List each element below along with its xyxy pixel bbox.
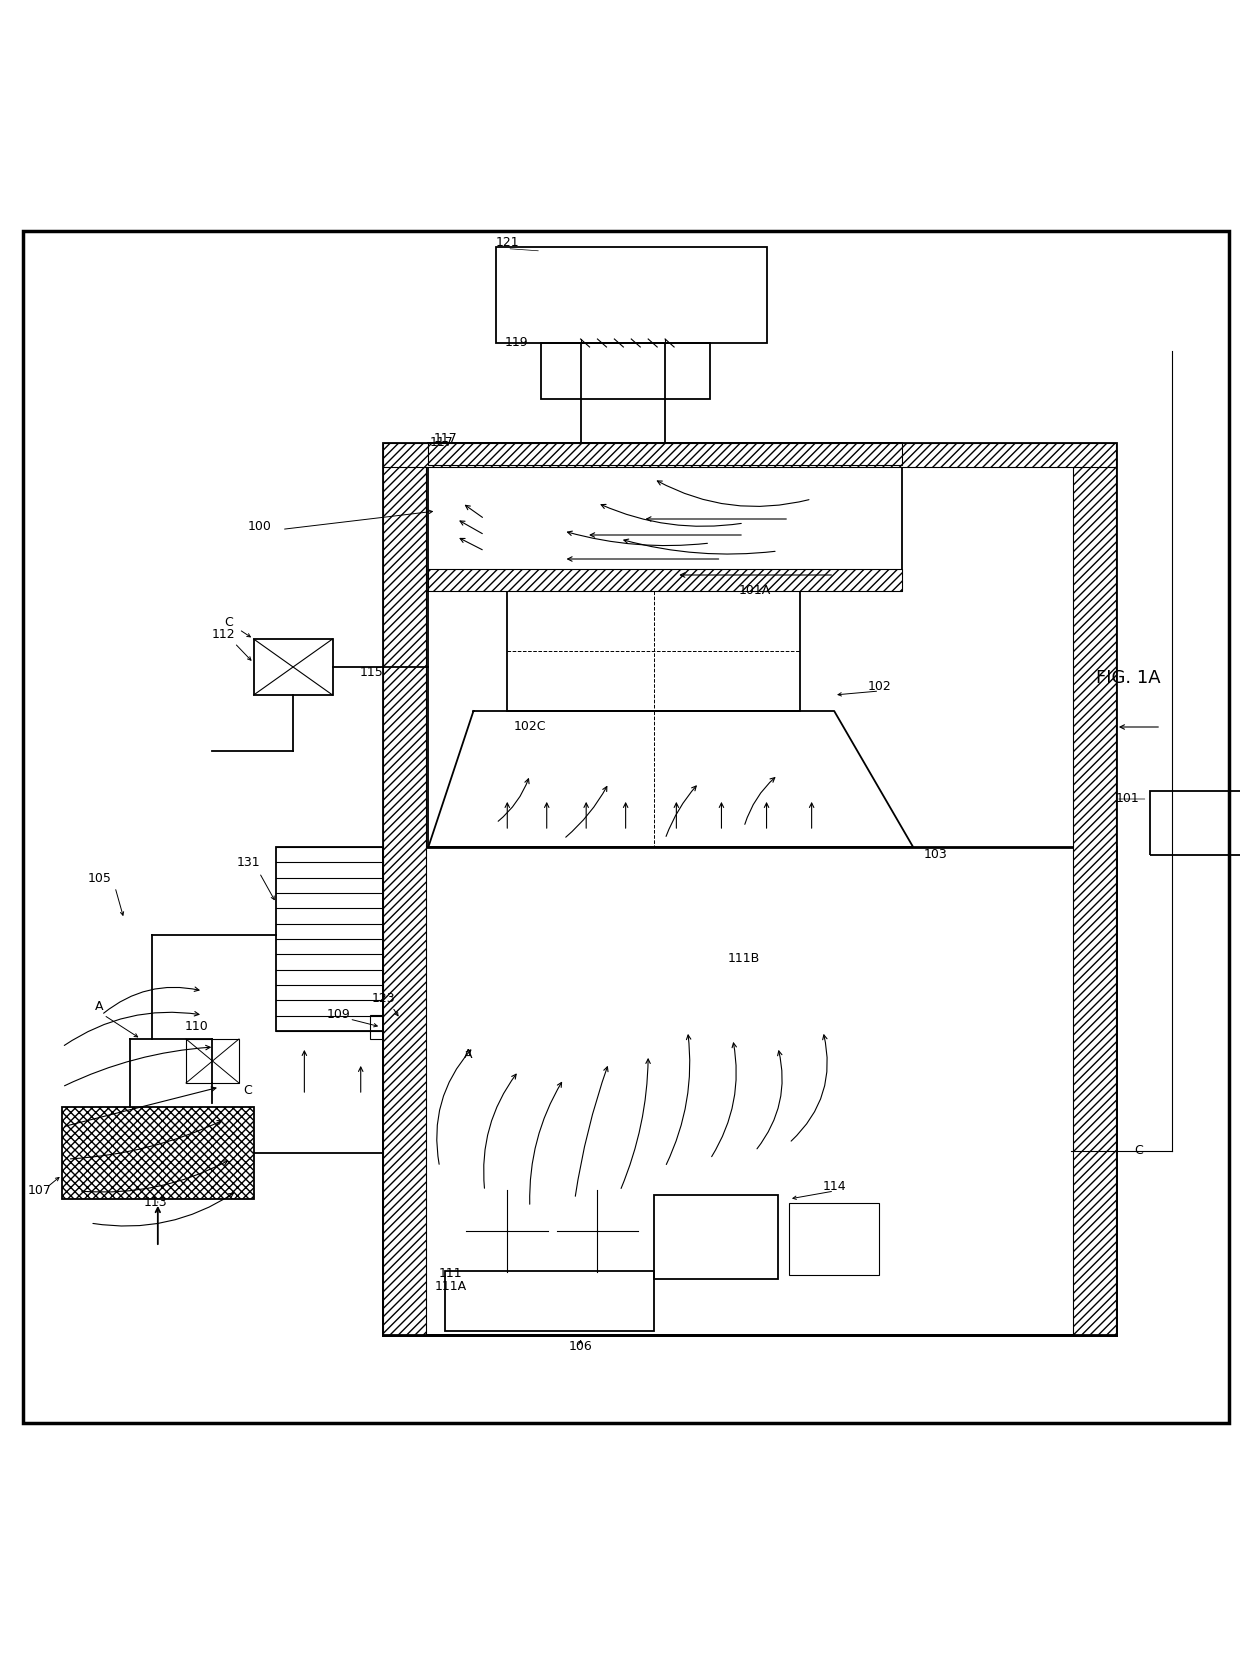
Text: 119: 119 [505, 336, 528, 349]
Bar [254, 638, 332, 695]
Text: 109: 109 [326, 1009, 350, 1022]
Text: 107: 107 [27, 1184, 51, 1197]
Bar [383, 443, 1116, 466]
Bar [541, 342, 711, 399]
Bar [383, 847, 1116, 1335]
Text: A: A [464, 1049, 472, 1062]
Text: C: C [224, 617, 233, 630]
Bar [277, 847, 383, 1030]
Text: 121: 121 [496, 237, 520, 250]
Bar [496, 246, 766, 342]
Text: 111: 111 [439, 1267, 463, 1280]
Text: 113: 113 [144, 1196, 167, 1209]
Text: 101: 101 [1116, 792, 1140, 805]
Text: 102C: 102C [513, 721, 546, 733]
Text: 115: 115 [360, 667, 384, 680]
Text: 131: 131 [236, 857, 260, 870]
Text: C: C [1135, 1145, 1143, 1158]
Text: 112: 112 [211, 629, 236, 642]
Text: 102: 102 [868, 680, 892, 693]
Text: 110: 110 [185, 1021, 208, 1034]
Text: 105: 105 [87, 873, 112, 885]
Bar [428, 443, 901, 465]
Bar [428, 569, 901, 590]
Text: 101A: 101A [739, 584, 771, 597]
Bar [1149, 791, 1240, 855]
Bar [507, 590, 800, 711]
Text: 114: 114 [822, 1181, 846, 1194]
Text: 111B: 111B [728, 953, 760, 966]
Text: 106: 106 [569, 1340, 593, 1353]
Text: 117: 117 [430, 435, 454, 448]
Bar [1073, 443, 1116, 1335]
Bar [428, 443, 901, 590]
Bar [62, 1107, 254, 1199]
Text: 103: 103 [924, 849, 947, 862]
Text: 123: 123 [372, 992, 396, 1006]
Text: 100: 100 [247, 521, 272, 534]
Bar [383, 443, 1116, 1335]
Bar [445, 1270, 653, 1331]
Text: FIG. 1A: FIG. 1A [1096, 670, 1161, 686]
Bar [370, 1016, 397, 1039]
Bar [186, 1039, 239, 1083]
Bar [383, 443, 427, 1335]
Text: C: C [243, 1085, 253, 1098]
Bar [789, 1202, 879, 1275]
Text: 117: 117 [434, 432, 458, 445]
Text: 111A: 111A [435, 1280, 467, 1293]
Bar [653, 1194, 777, 1279]
Text: A: A [95, 1001, 103, 1014]
